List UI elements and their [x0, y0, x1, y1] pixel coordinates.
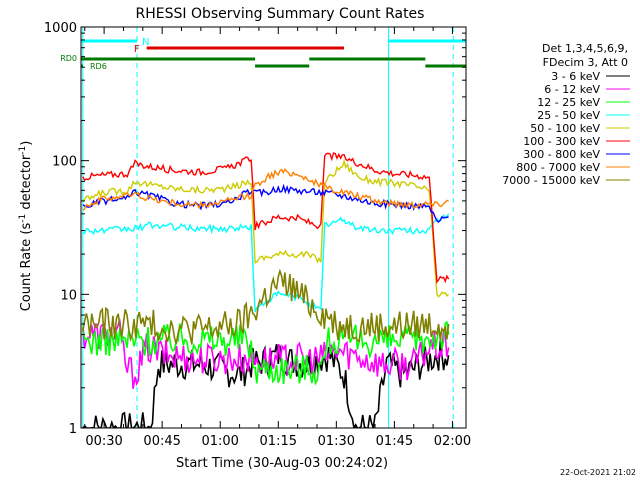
- x-tick-label-4: 01:30: [318, 434, 355, 449]
- legend-label-3: 25 - 50 keV: [537, 109, 600, 122]
- y-tick-label-3: 1000: [44, 21, 77, 36]
- x-tick-label-5: 01:45: [376, 434, 413, 449]
- x-axis-label: Start Time (30-Aug-03 00:24:02): [176, 456, 388, 471]
- x-tick-label-1: 00:45: [143, 434, 180, 449]
- series-line-1: [82, 319, 450, 389]
- chart-title: RHESSI Observing Summary Count Rates: [136, 6, 425, 22]
- legend: Det 1,3,4,5,6,9, FDecim 3, Att 0 3 - 6 k…: [502, 42, 630, 187]
- legend-label-0: 3 - 6 keV: [551, 70, 600, 83]
- plot-frame: [80, 26, 467, 429]
- y-tick-label-0: 1: [69, 422, 77, 437]
- flag-label-f: F: [134, 44, 140, 55]
- legend-label-1: 6 - 12 keV: [544, 83, 600, 96]
- legend-label-6: 300 - 800 keV: [523, 148, 600, 161]
- flag-label-n: N: [142, 37, 149, 48]
- x-tick-label-0: 00:30: [85, 434, 122, 449]
- series-line-3: [82, 213, 450, 313]
- legend-label-4: 50 - 100 keV: [530, 122, 600, 135]
- series-line-7: [82, 168, 449, 211]
- legend-label-5: 100 - 300 keV: [523, 135, 600, 148]
- series-line-4: [82, 159, 450, 298]
- y-tick-label-1: 10: [60, 288, 77, 303]
- legend-label-8: 7000 - 15000 keV: [502, 174, 600, 187]
- series-line-8: [82, 268, 450, 345]
- series-line-5: [82, 152, 450, 284]
- flag-label-rd6: RD6: [90, 62, 107, 71]
- legend-header-line-1: Det 1,3,4,5,6,9,: [542, 42, 628, 55]
- footer-date: 22-Oct-2021 21:02: [560, 468, 636, 477]
- flag-label-rd0: RD0: [60, 54, 77, 63]
- series-line-6: [82, 183, 449, 223]
- plot-area: [81, 27, 466, 428]
- x-tick-label-2: 01:00: [201, 434, 238, 449]
- x-tick-label-6: 02:00: [434, 434, 471, 449]
- legend-header-line-2: FDecim 3, Att 0: [543, 56, 628, 69]
- legend-label-7: 800 - 7000 keV: [516, 161, 600, 174]
- legend-label-2: 12 - 25 keV: [537, 96, 600, 109]
- x-tick-label-3: 01:15: [260, 434, 297, 449]
- y-tick-label-2: 100: [52, 155, 77, 170]
- y-axis-label: Count Rate (s-1 detector-1): [18, 141, 34, 312]
